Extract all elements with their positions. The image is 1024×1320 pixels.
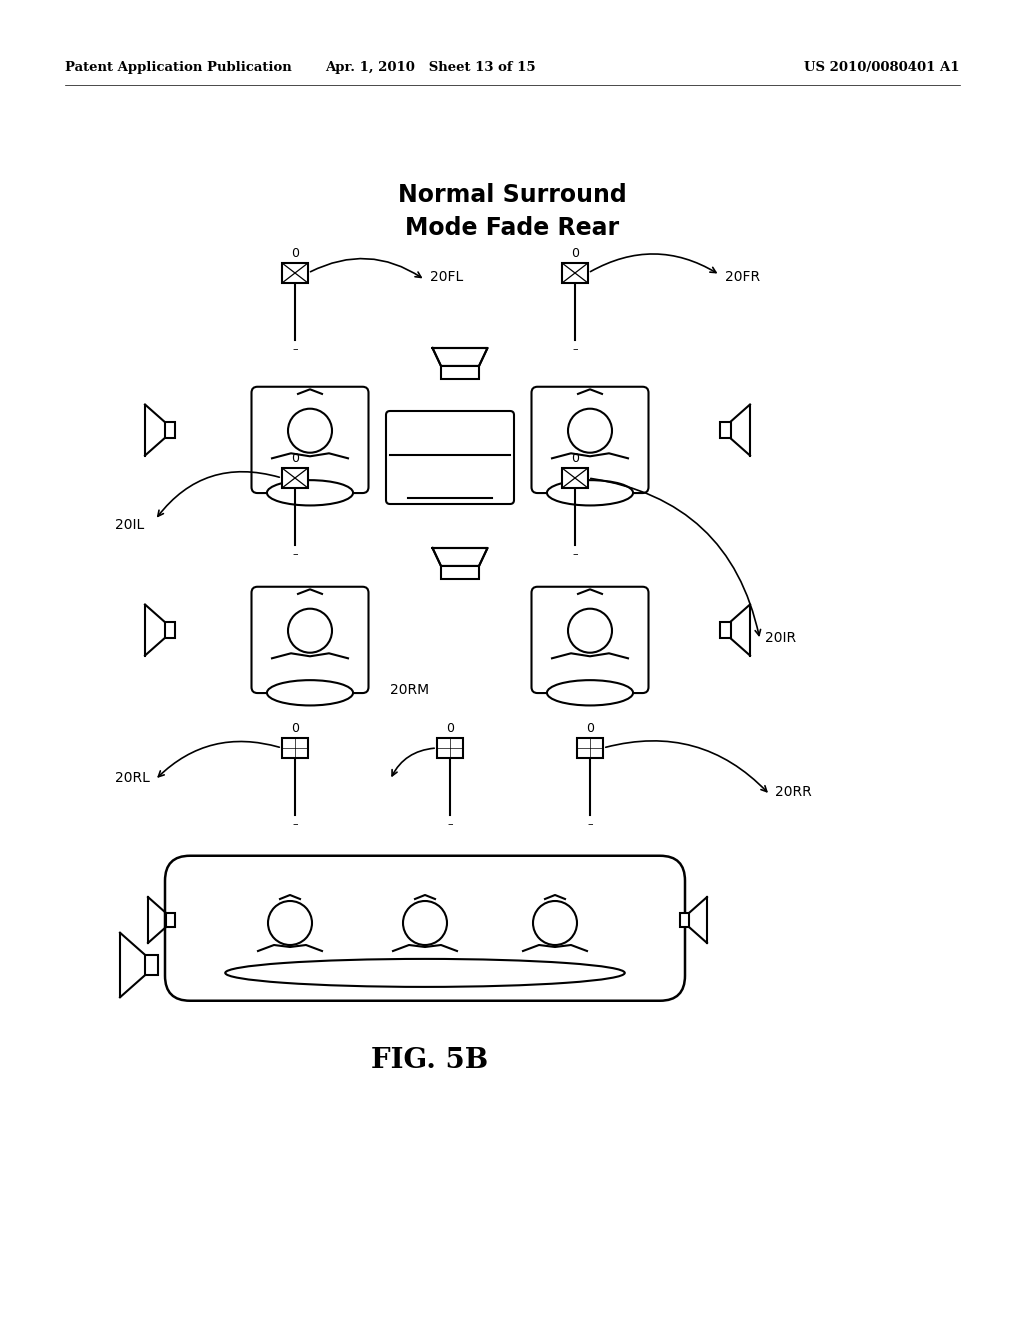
Text: –: – (292, 549, 298, 558)
Text: Patent Application Publication: Patent Application Publication (65, 62, 292, 74)
FancyBboxPatch shape (531, 387, 648, 494)
Bar (165, 622, 175, 639)
Text: –: – (447, 818, 453, 829)
Text: 0: 0 (291, 247, 299, 260)
Bar (720, 622, 730, 639)
Bar (166, 912, 175, 928)
Text: –: – (572, 345, 578, 354)
Text: 0: 0 (291, 451, 299, 465)
Text: Apr. 1, 2010   Sheet 13 of 15: Apr. 1, 2010 Sheet 13 of 15 (325, 62, 536, 74)
Text: 20RM: 20RM (390, 682, 429, 697)
Ellipse shape (547, 480, 633, 506)
Bar (165, 422, 175, 438)
Text: 0: 0 (571, 247, 579, 260)
Text: Normal Surround: Normal Surround (397, 183, 627, 207)
Text: 20RL: 20RL (115, 771, 150, 785)
Bar (441, 366, 479, 379)
Text: 0: 0 (586, 722, 594, 735)
Bar (282, 469, 308, 488)
Circle shape (534, 902, 577, 945)
Circle shape (403, 902, 447, 945)
Text: 0: 0 (571, 451, 579, 465)
Text: 20IL: 20IL (115, 517, 144, 532)
Text: –: – (292, 818, 298, 829)
Text: –: – (572, 549, 578, 558)
FancyBboxPatch shape (252, 387, 369, 494)
Text: 0: 0 (291, 722, 299, 735)
Polygon shape (432, 348, 487, 366)
Circle shape (288, 409, 332, 453)
Ellipse shape (267, 680, 353, 705)
Text: US 2010/0080401 A1: US 2010/0080401 A1 (805, 62, 961, 74)
Bar (282, 263, 308, 282)
Circle shape (568, 409, 612, 453)
Bar (577, 738, 603, 758)
Text: –: – (292, 345, 298, 354)
Text: 0: 0 (446, 722, 454, 735)
Bar (720, 422, 730, 438)
Circle shape (568, 609, 612, 652)
Polygon shape (432, 548, 487, 566)
Text: Mode Fade Rear: Mode Fade Rear (404, 216, 620, 240)
Bar (144, 954, 158, 975)
Circle shape (268, 902, 312, 945)
Bar (562, 263, 588, 282)
Text: –: – (587, 818, 593, 829)
Bar (562, 469, 588, 488)
Text: 20IR: 20IR (765, 631, 796, 645)
Ellipse shape (225, 958, 625, 987)
Circle shape (288, 609, 332, 652)
Text: 20FL: 20FL (430, 271, 463, 284)
Bar (441, 566, 479, 579)
Bar (437, 738, 463, 758)
Text: FIG. 5B: FIG. 5B (372, 1047, 488, 1073)
FancyBboxPatch shape (252, 587, 369, 693)
Text: 20FR: 20FR (725, 271, 760, 284)
Ellipse shape (547, 680, 633, 705)
FancyBboxPatch shape (386, 411, 514, 504)
FancyBboxPatch shape (531, 587, 648, 693)
Bar (282, 738, 308, 758)
FancyBboxPatch shape (165, 855, 685, 1001)
Ellipse shape (267, 480, 353, 506)
Bar (680, 912, 689, 928)
Text: 20RR: 20RR (775, 785, 812, 799)
